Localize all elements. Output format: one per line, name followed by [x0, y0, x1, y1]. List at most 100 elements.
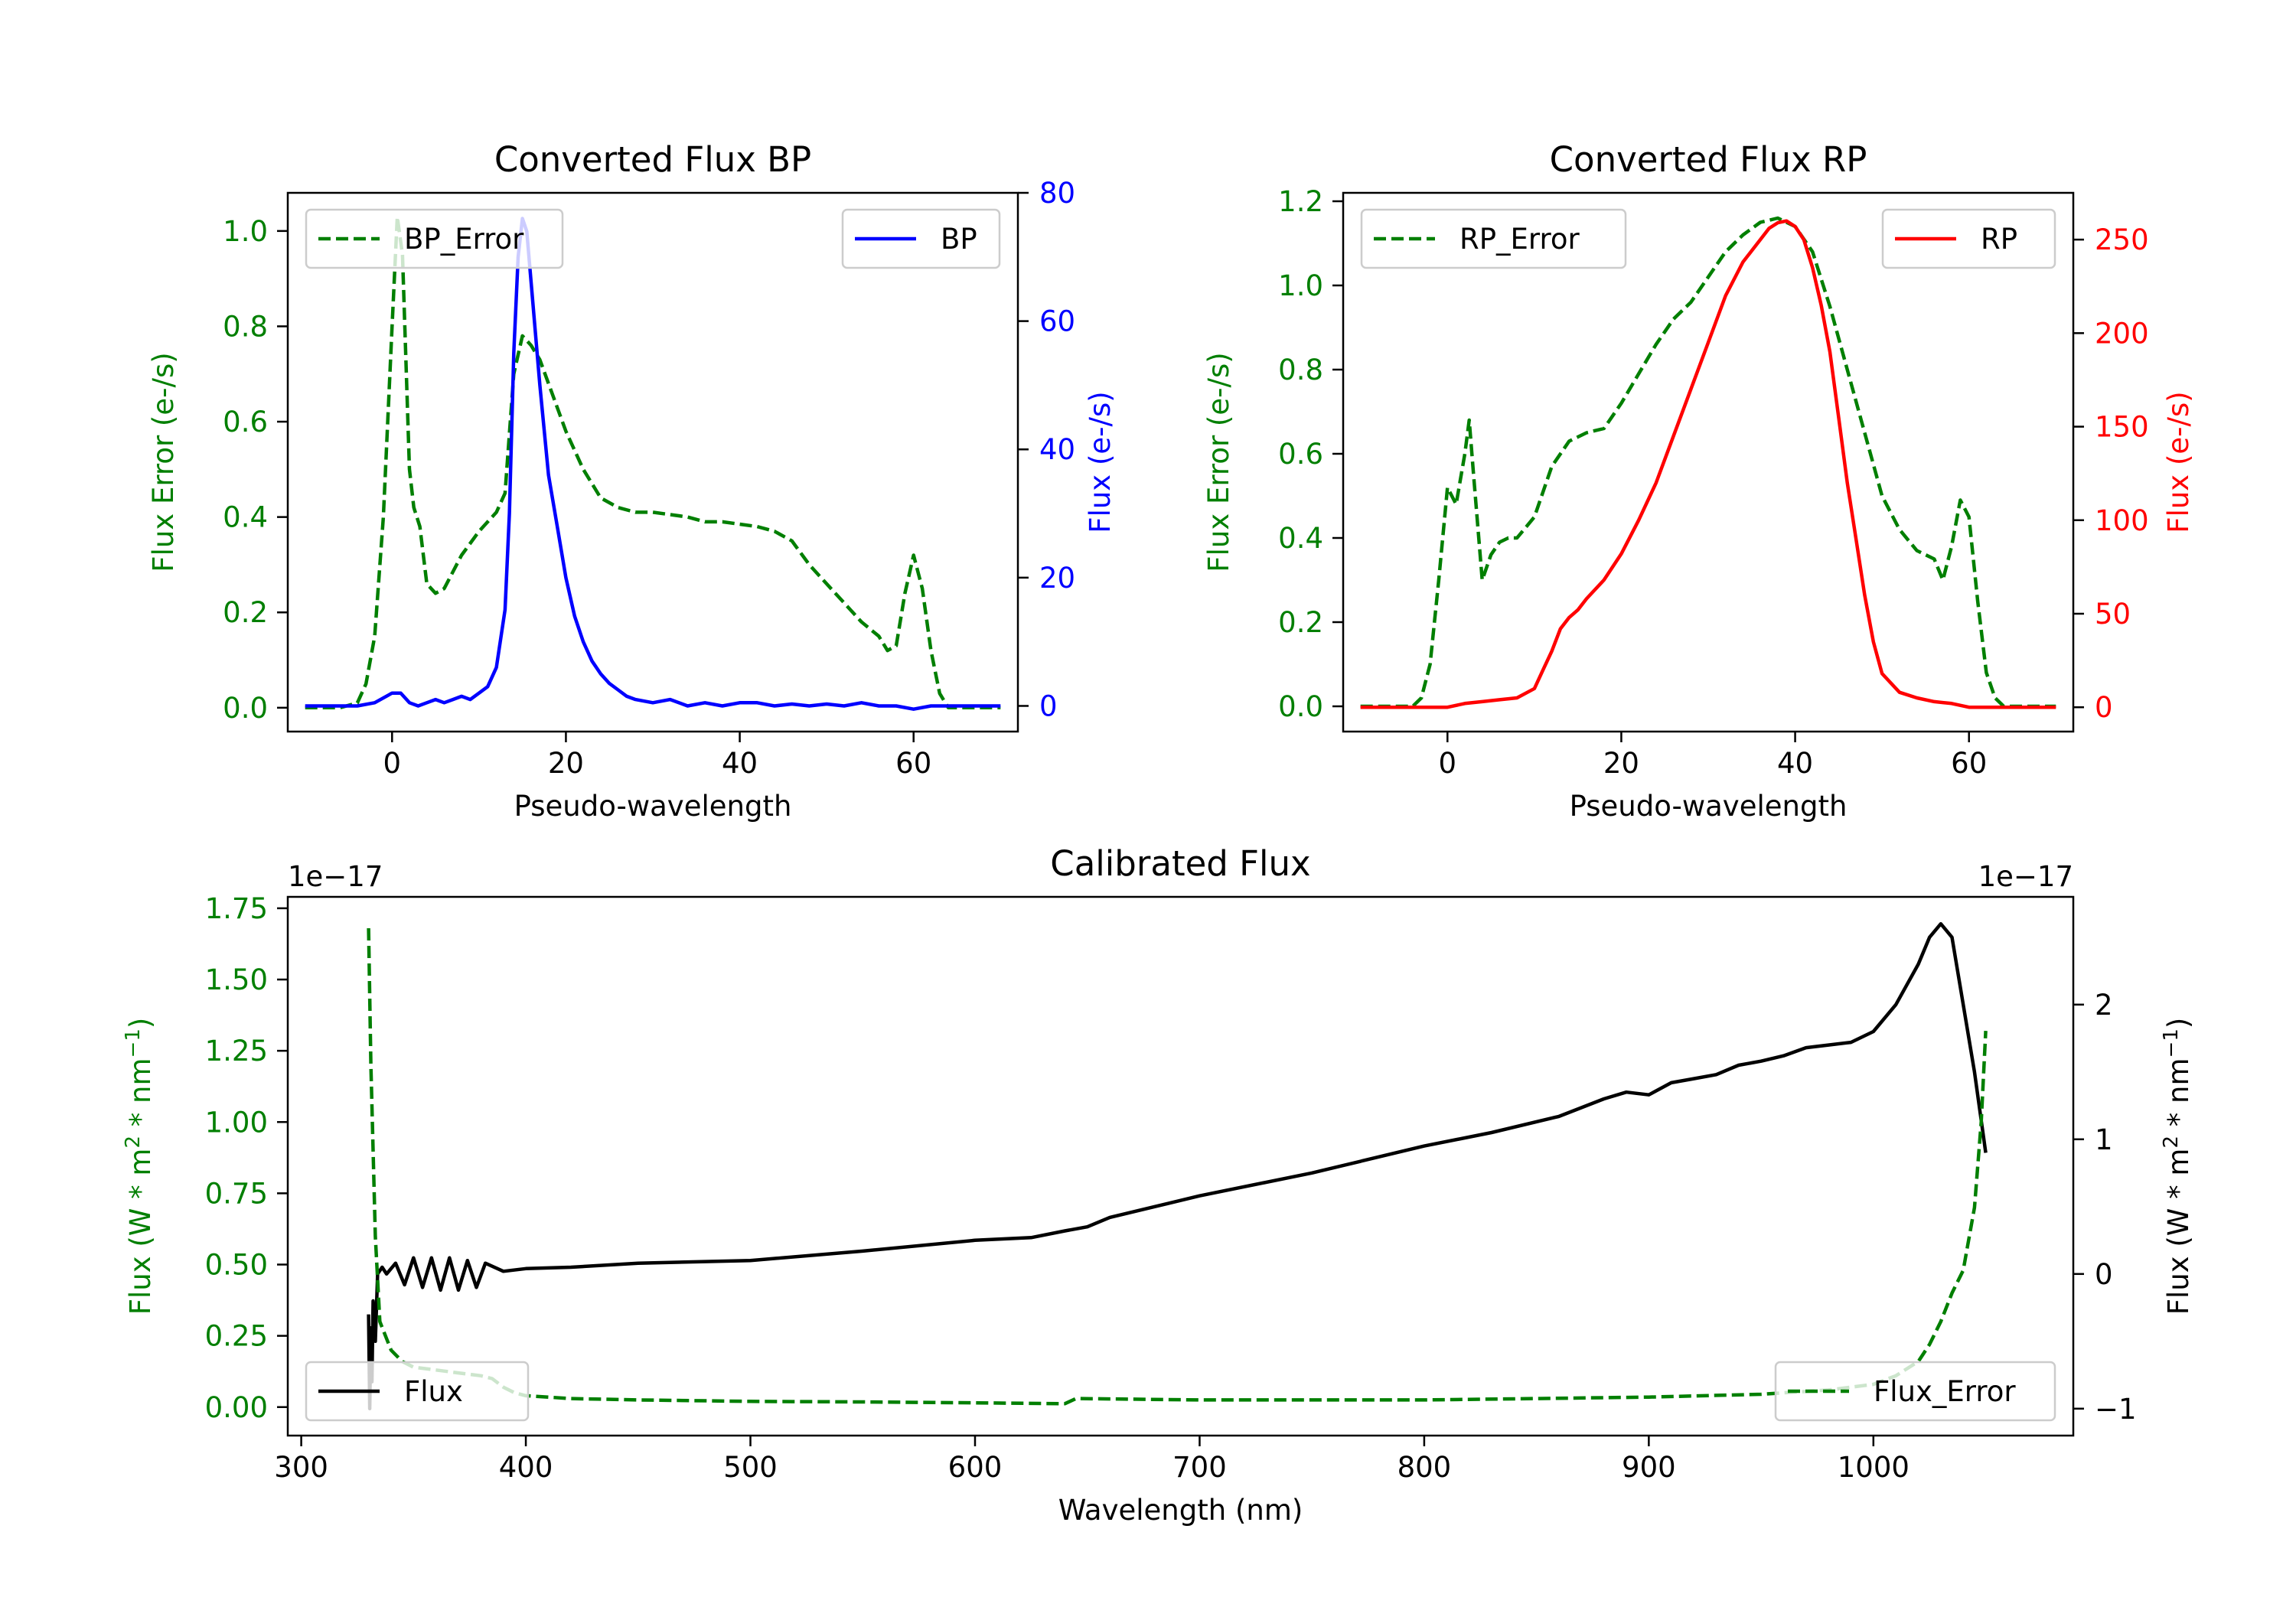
y-left-axis-label: Flux Error (e-/s): [147, 352, 180, 572]
x-tick-label: 700: [1172, 1451, 1227, 1484]
y-right-offset-label: 1e−17: [1978, 860, 2073, 893]
y-right-tick-label: 40: [1039, 433, 1075, 466]
y-right-tick-label: 80: [1039, 177, 1075, 210]
label-sup: 2: [122, 1136, 145, 1149]
y-left-tick-label: 1.25: [205, 1035, 268, 1068]
x-tick-label: 20: [1603, 747, 1639, 780]
y-left-tick-label: 0.6: [1278, 438, 1323, 471]
legend-label: Flux: [404, 1375, 463, 1408]
series-line-bp: [305, 217, 1001, 711]
chart-title: Calibrated Flux: [1050, 843, 1310, 884]
legend-box: [1774, 1361, 2056, 1422]
chart-title: Converted Flux BP: [494, 139, 811, 180]
legend-bp: BP: [841, 208, 1001, 269]
y-left-tick-label: 1.0: [223, 215, 268, 248]
y-left-tick-label: 0.8: [223, 310, 268, 343]
x-tick-label: 400: [499, 1451, 553, 1484]
y-right-tick-label: −1: [2095, 1393, 2137, 1426]
x-tick-label: 600: [948, 1451, 1003, 1484]
y-left-tick-label: 0.25: [205, 1320, 268, 1353]
axes-frame: [286, 895, 2075, 1437]
y-left-tick-label: 1.2: [1278, 185, 1323, 218]
legend-flux-error: Flux_Error: [1774, 1361, 2056, 1422]
y-left-axis-label: Flux Error (e-/s): [1202, 352, 1235, 572]
legend-rp: RP: [1881, 208, 2056, 269]
y-right-tick-label: 2: [2095, 989, 2113, 1022]
y-right-tick-label: 50: [2095, 598, 2131, 631]
y-right-tick-label: 20: [1039, 562, 1075, 595]
y-left-tick-label: 1.50: [205, 963, 268, 996]
label-sup: −1: [122, 1028, 145, 1058]
x-tick-label: 800: [1397, 1451, 1452, 1484]
legend-label: Flux_Error: [1874, 1375, 2016, 1408]
x-tick-label: 40: [1777, 747, 1813, 780]
chart-title: Converted Flux RP: [1550, 139, 1867, 180]
y-left-tick-label: 1.00: [205, 1106, 268, 1139]
label-part: Flux (W * m: [2162, 1149, 2195, 1315]
legend-box: [1881, 208, 2056, 269]
x-axis-label: Pseudo-wavelength: [514, 790, 792, 823]
label-part: ): [124, 1018, 157, 1028]
legend-bp-error: BP_Error: [305, 208, 564, 269]
legend-label: RP_Error: [1459, 223, 1580, 256]
chart-cal: 300 400 500 600 700 800 900 1000 0.00 0.25 0.50 0.7…: [122, 843, 2195, 1527]
series-line-rp-error: [1360, 216, 2056, 709]
y-right-tick-label: 200: [2095, 317, 2149, 350]
y-left-tick-label: 0.75: [205, 1177, 268, 1210]
y-right-axis-label: Flux (W * m2 * nm−1): [2160, 1018, 2195, 1315]
y-left-tick-label: 1.75: [205, 892, 268, 925]
y-left-tick-label: 0.0: [223, 692, 268, 725]
y-left-tick-label: 0.8: [1278, 354, 1323, 386]
y-left-tick-label: 0.00: [205, 1391, 268, 1424]
y-right-tick-label: 100: [2095, 504, 2149, 537]
y-left-offset-label: 1e−17: [288, 860, 383, 893]
x-tick-label: 0: [383, 747, 402, 780]
label-part: Flux (W * m: [124, 1149, 157, 1315]
legend-rp-error: RP_Error: [1360, 208, 1627, 269]
x-tick-label: 900: [1622, 1451, 1676, 1484]
y-left-tick-label: 0.4: [223, 501, 268, 534]
label-part: * nm: [2162, 1058, 2195, 1136]
y-left-tick-label: 0.50: [205, 1249, 268, 1282]
y-left-axis-label: Flux (W * m2 * nm−1): [122, 1018, 157, 1315]
legend-box: [305, 208, 564, 269]
y-right-tick-label: 0: [2095, 691, 2113, 724]
legend-label: RP: [1981, 223, 2017, 256]
y-right-tick-label: 250: [2095, 223, 2149, 256]
series-line-flux: [367, 921, 1988, 1411]
series-line-bp-error: [305, 214, 1001, 710]
x-axis-label: Pseudo-wavelength: [1570, 790, 1848, 823]
axes-frame: [1342, 191, 2075, 733]
label-part: ): [2162, 1018, 2195, 1028]
x-tick-label: 60: [895, 747, 931, 780]
y-left-tick-label: 0.4: [1278, 522, 1323, 555]
series-line-rp: [1360, 219, 2056, 709]
y-right-tick-label: 0: [2095, 1258, 2113, 1291]
chart-bp: 0 20 40 60 0.0 0.2 0.4 0.6 0.8 1.0 0 20 40 60 80 Conver…: [147, 139, 1117, 823]
y-right-axis-label: Flux (e-/s): [2162, 391, 2195, 533]
legend-label: BP: [941, 223, 977, 256]
x-tick-label: 1000: [1838, 1451, 1910, 1484]
y-left-tick-label: 0.6: [223, 406, 268, 438]
axes-frame: [286, 191, 1019, 733]
y-left-tick-label: 1.0: [1278, 269, 1323, 302]
legend-box: [305, 1361, 530, 1422]
label-sup: −1: [2160, 1028, 2183, 1058]
y-right-tick-label: 0: [1039, 689, 1058, 722]
label-sup: 2: [2160, 1136, 2183, 1149]
series-line-flux-error: [367, 927, 1988, 1406]
y-right-tick-label: 1: [2095, 1123, 2113, 1156]
legend-flux: Flux: [305, 1361, 530, 1422]
label-part: * nm: [124, 1058, 157, 1136]
legend-box: [841, 208, 1001, 269]
x-tick-label: 20: [548, 747, 584, 780]
y-left-tick-label: 0.2: [223, 596, 268, 629]
y-right-axis-label: Flux (e-/s): [1084, 391, 1117, 533]
x-tick-label: 40: [722, 747, 758, 780]
x-tick-label: 500: [723, 1451, 778, 1484]
y-right-tick-label: 150: [2095, 411, 2149, 444]
chart-rp: 0 20 40 60 0.0 0.2 0.4 0.6 0.8 1.0 1.2 0 50 100 150 200…: [1202, 139, 2195, 823]
x-tick-label: 0: [1439, 747, 1457, 780]
legend-label: BP_Error: [404, 223, 524, 256]
